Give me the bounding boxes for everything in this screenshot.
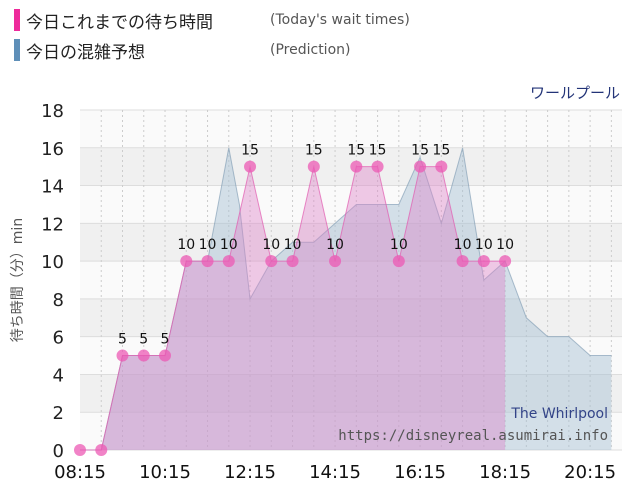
legend-today-label: 今日これまでの待ち時間 — [26, 12, 213, 33]
today-point — [350, 160, 363, 173]
y-tick-label: 2 — [53, 403, 64, 424]
grid-band — [80, 374, 622, 413]
today-point — [435, 160, 448, 173]
y-axis-label: 待ち時間（分）min — [10, 217, 26, 343]
legend-prediction: 今日の混雑予想 (Prediction) — [14, 38, 351, 63]
today-point — [499, 255, 512, 268]
data-label: 10 — [496, 237, 514, 253]
today-point — [307, 160, 320, 173]
data-label: 10 — [177, 237, 195, 253]
grid-band — [80, 412, 622, 450]
legend-today-swatch — [14, 9, 20, 31]
today-point — [371, 160, 384, 173]
x-tick-label: 20:15 — [564, 462, 616, 483]
data-label: 15 — [411, 143, 429, 159]
legend-prediction-note: (Prediction) — [270, 42, 351, 58]
y-tick-label: 16 — [41, 139, 64, 160]
today-point — [414, 160, 427, 173]
data-label: 5 — [161, 332, 170, 348]
legend-today-note: (Today's wait times) — [270, 12, 410, 28]
today-point — [137, 349, 150, 362]
x-tick-label: 14:15 — [309, 462, 361, 483]
grid-band — [80, 223, 622, 262]
today-point — [456, 255, 469, 268]
data-label: 10 — [475, 237, 493, 253]
data-label: 10 — [262, 237, 280, 253]
today-point — [392, 255, 405, 268]
y-tick-label: 4 — [53, 365, 64, 386]
y-tick-label: 10 — [41, 252, 64, 273]
today-point — [265, 255, 278, 268]
data-label: 15 — [369, 143, 387, 159]
data-label: 15 — [305, 143, 323, 159]
data-label: 10 — [220, 237, 238, 253]
prediction-area — [80, 147, 612, 450]
today-point — [244, 160, 257, 173]
today-point — [201, 255, 214, 268]
x-tick-label: 12:15 — [224, 462, 276, 483]
data-label: 15 — [432, 143, 450, 159]
today-point — [95, 444, 108, 456]
today-point — [286, 255, 299, 268]
attraction-name: ワールプール — [529, 84, 620, 102]
data-label: 10 — [454, 237, 472, 253]
grid-band — [80, 261, 622, 299]
data-label: 10 — [284, 237, 302, 253]
y-tick-label: 18 — [41, 101, 64, 122]
today-point — [159, 349, 172, 362]
data-label: 5 — [139, 332, 148, 348]
today-point — [477, 255, 490, 268]
x-tick-label: 16:15 — [394, 462, 446, 483]
data-label: 10 — [326, 237, 344, 253]
today-point — [74, 444, 86, 456]
legend-today: 今日これまでの待ち時間 (Today's wait times) — [14, 8, 410, 33]
y-tick-label: 6 — [53, 328, 64, 349]
y-axis-label-wrap: 待ち時間（分）min — [2, 180, 32, 380]
y-tick-label: 12 — [41, 214, 64, 235]
y-tick-label: 8 — [53, 290, 64, 311]
today-point — [116, 349, 129, 362]
watermark-url: https://disneyreal.asumirai.info — [338, 428, 608, 444]
data-label: 5 — [118, 332, 127, 348]
today-point — [222, 255, 235, 268]
grid-band — [80, 110, 622, 148]
data-label: 15 — [241, 143, 259, 159]
data-label: 15 — [347, 143, 365, 159]
watermark-name: The Whirlpool — [511, 406, 608, 422]
today-area — [80, 166, 506, 450]
x-tick-label: 08:15 — [54, 462, 106, 483]
y-tick-label: 0 — [53, 441, 64, 462]
today-point — [180, 255, 193, 268]
x-tick-label: 10:15 — [139, 462, 191, 483]
today-point — [329, 255, 342, 268]
data-label: 10 — [199, 237, 217, 253]
data-label: 10 — [390, 237, 408, 253]
x-tick-label: 18:15 — [479, 462, 531, 483]
y-tick-label: 14 — [41, 177, 64, 198]
legend-prediction-label: 今日の混雑予想 — [26, 42, 145, 63]
legend-prediction-swatch — [14, 39, 20, 61]
